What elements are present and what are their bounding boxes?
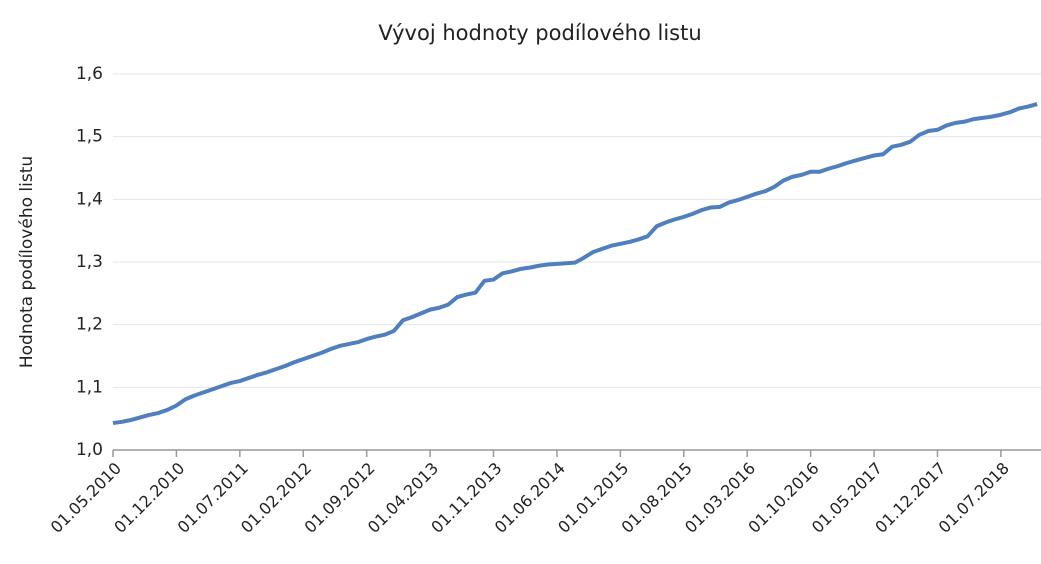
y-axis-label: Hodnota podílového listu [17,156,37,368]
y-tick-label: 1,0 [76,440,103,460]
y-tick-label: 1,3 [76,252,103,272]
series-line [112,102,1038,426]
y-tick-label: 1,4 [76,189,103,209]
y-tick-label: 1,6 [76,64,103,84]
chart-title: Vývoj hodnoty podílového listu [378,21,701,45]
y-tick-label: 1,1 [76,377,103,397]
y-tick-label: 1,2 [76,315,103,335]
y-tick-label: 1,5 [76,127,103,147]
